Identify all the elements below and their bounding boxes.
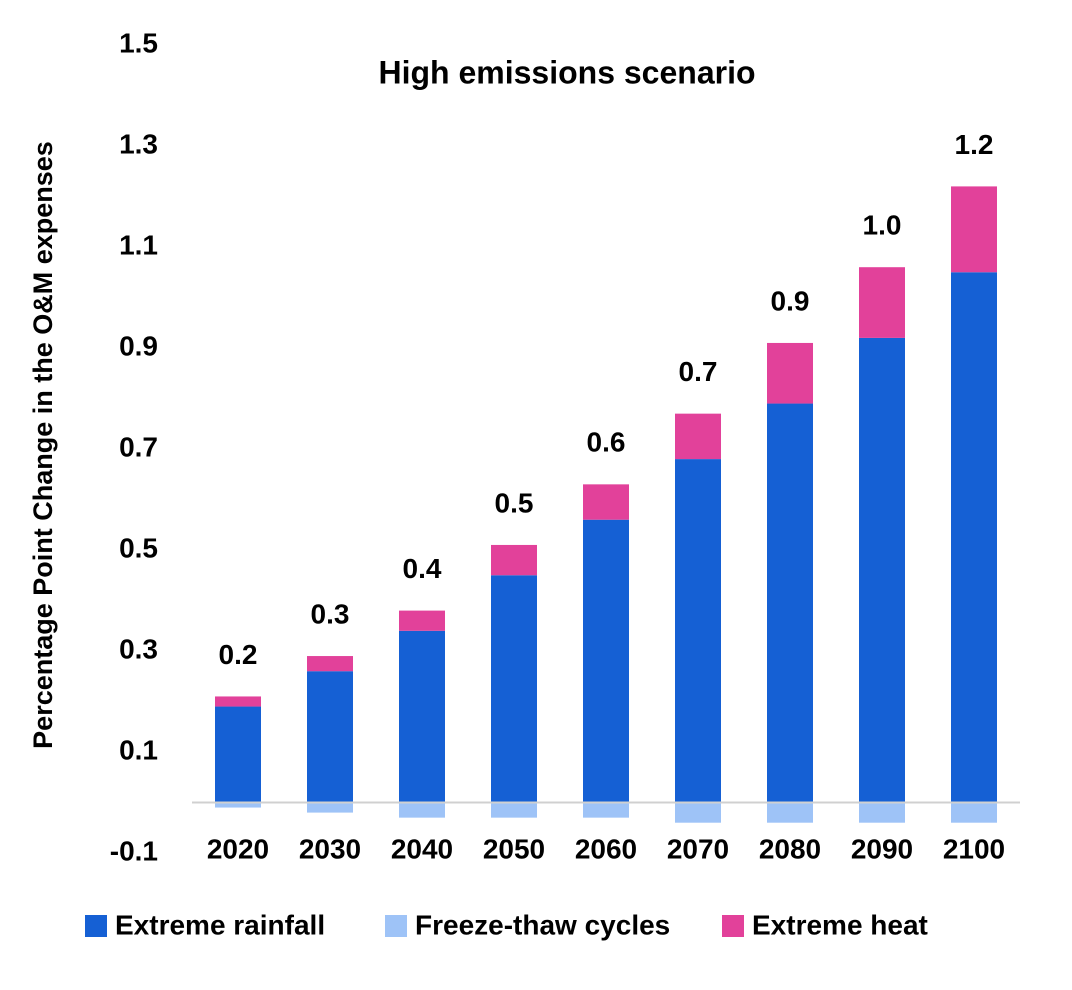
total-label: 0.5	[495, 487, 534, 518]
bar-segment	[675, 413, 721, 460]
bar-segment	[583, 519, 629, 803]
bar-segment	[215, 696, 261, 707]
legend-label: Freeze-thaw cycles	[415, 909, 670, 940]
x-tick-label: 2070	[667, 833, 729, 864]
y-tick-label: 0.3	[119, 633, 158, 664]
y-tick-label: 1.3	[119, 128, 158, 159]
bar-segment	[583, 802, 629, 818]
bar-segment	[675, 459, 721, 803]
total-label: 0.2	[219, 639, 258, 670]
x-tick-label: 2100	[943, 833, 1005, 864]
total-label: 0.4	[403, 553, 442, 584]
bar-segment	[491, 544, 537, 576]
total-label: 0.6	[587, 427, 626, 458]
bar-segment	[859, 267, 905, 338]
y-axis-title: Percentage Point Change in the O&M expen…	[28, 141, 58, 749]
bar-segment	[951, 186, 997, 273]
y-tick-label: -0.1	[110, 835, 158, 866]
bar-segment	[859, 802, 905, 823]
legend-label: Extreme heat	[752, 909, 928, 940]
bar-segment	[307, 802, 353, 813]
y-tick-label: 0.5	[119, 532, 158, 563]
bar-segment	[307, 656, 353, 672]
bar-segment	[399, 802, 445, 818]
bar-segment	[583, 484, 629, 520]
bar-segment	[215, 802, 261, 808]
bar-segment	[675, 802, 721, 823]
x-tick-label: 2060	[575, 833, 637, 864]
bar-segment	[859, 337, 905, 803]
x-tick-label: 2020	[207, 833, 269, 864]
bar-segment	[767, 403, 813, 803]
bar-segment	[399, 630, 445, 803]
bar-segment	[951, 272, 997, 803]
y-tick-label: 0.1	[119, 734, 158, 765]
y-tick-label: 0.7	[119, 431, 158, 462]
bar-segment	[491, 802, 537, 818]
x-tick-label: 2040	[391, 833, 453, 864]
legend-swatch	[85, 915, 107, 937]
y-tick-label: 0.9	[119, 330, 158, 361]
bar-segment	[491, 575, 537, 803]
y-tick-label: 1.1	[119, 229, 158, 260]
y-tick-label: 1.5	[119, 27, 158, 58]
legend-swatch	[722, 915, 744, 937]
x-tick-label: 2050	[483, 833, 545, 864]
bar-segment	[951, 802, 997, 823]
total-label: 0.7	[679, 356, 718, 387]
x-tick-label: 2080	[759, 833, 821, 864]
total-label: 1.2	[955, 129, 994, 160]
bar-segment	[215, 706, 261, 803]
chart-title: High emissions scenario	[378, 54, 755, 90]
bar-segment	[307, 671, 353, 803]
total-label: 1.0	[863, 210, 902, 241]
legend-label: Extreme rainfall	[115, 909, 325, 940]
bar-segment	[767, 342, 813, 404]
bar-segment	[399, 610, 445, 631]
x-tick-label: 2030	[299, 833, 361, 864]
x-tick-label: 2090	[851, 833, 913, 864]
total-label: 0.9	[771, 285, 810, 316]
legend-swatch	[385, 915, 407, 937]
bar-segment	[767, 802, 813, 823]
total-label: 0.3	[311, 598, 350, 629]
